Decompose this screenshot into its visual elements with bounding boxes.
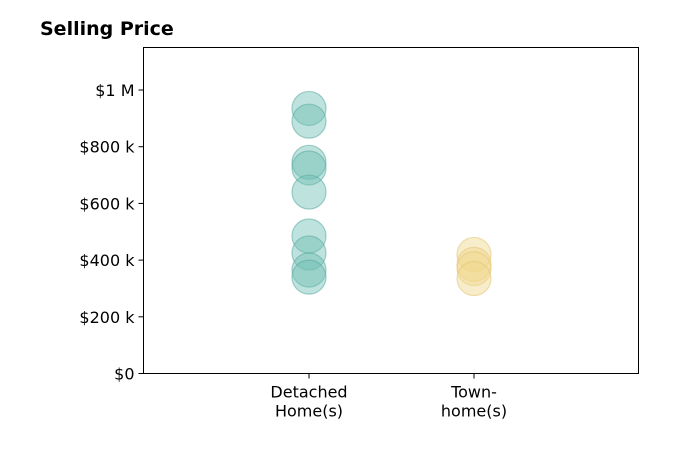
x-tick-label: Detached bbox=[270, 383, 347, 402]
x-tick-label: Home(s) bbox=[275, 402, 343, 421]
chart-title: Selling Price bbox=[40, 18, 174, 40]
townhome-point bbox=[456, 251, 492, 287]
x-tick-label: Town- bbox=[450, 383, 497, 402]
detached-home-point bbox=[291, 150, 327, 186]
y-axis: $0 $200 k $400 k $600 k $800 k $1 M bbox=[79, 81, 144, 384]
plot-frame bbox=[143, 47, 639, 374]
points-layer bbox=[291, 90, 492, 297]
y-tick-label: $800 k bbox=[79, 138, 135, 157]
x-tick-label: home(s) bbox=[441, 402, 507, 421]
y-tick-label: $400 k bbox=[79, 251, 135, 270]
y-tick-label: $600 k bbox=[79, 194, 135, 213]
detached-home-point bbox=[291, 174, 327, 210]
detached-home-point bbox=[291, 90, 327, 127]
townhome-point bbox=[456, 236, 492, 273]
townhome-point bbox=[456, 260, 492, 297]
detached-home-point bbox=[291, 259, 327, 295]
y-tick-label: $1 M bbox=[95, 81, 134, 100]
y-tick-label: $200 k bbox=[79, 308, 135, 327]
detached-home-point bbox=[291, 252, 327, 288]
detached-home-point bbox=[291, 103, 327, 139]
y-tick-label: $0 bbox=[114, 365, 134, 384]
